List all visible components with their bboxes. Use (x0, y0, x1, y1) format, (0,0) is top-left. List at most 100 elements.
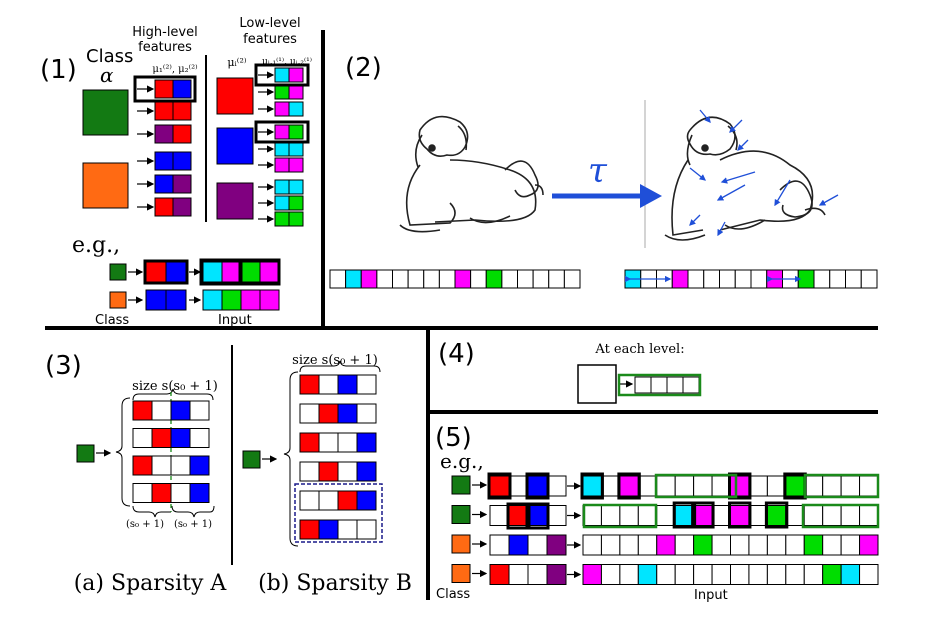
highlight (506, 502, 531, 530)
input-caption: Input (218, 313, 252, 328)
cell (656, 534, 676, 556)
cell (356, 432, 377, 453)
cell (274, 141, 290, 157)
cell (730, 564, 750, 585)
cell (202, 289, 223, 311)
size-label: size s(s₀ + 1) (132, 379, 218, 394)
cell (172, 101, 192, 121)
cell (600, 505, 621, 526)
cell (546, 475, 567, 497)
cell (423, 269, 440, 289)
cell (582, 534, 602, 556)
cell (288, 211, 304, 227)
cell (109, 291, 127, 309)
size-label: size s(s₀ + 1) (292, 353, 378, 368)
cell (600, 534, 621, 556)
cell (216, 77, 254, 115)
cell (376, 269, 393, 289)
highlight (691, 501, 715, 529)
cell (189, 428, 210, 448)
cell (637, 564, 658, 585)
cell (299, 403, 320, 424)
cell (703, 269, 720, 289)
highlight (254, 120, 310, 144)
highlight (525, 472, 550, 500)
cell (299, 461, 320, 482)
cell (337, 519, 358, 540)
cell (619, 505, 639, 526)
cell (189, 483, 210, 503)
cell (274, 157, 290, 173)
low-level-label: Low-level (239, 16, 300, 31)
cell (154, 101, 174, 121)
input-caption: Input (694, 588, 728, 603)
cell (656, 564, 676, 585)
brace-label: (s₀ + 1) (126, 519, 164, 530)
cell (527, 534, 548, 556)
cell (517, 269, 534, 289)
cell (240, 289, 261, 311)
cell (165, 261, 187, 283)
alpha: α (100, 63, 114, 87)
cell (674, 564, 695, 585)
cell (165, 289, 187, 311)
cell (288, 101, 304, 117)
cell (76, 444, 95, 463)
cell (132, 455, 153, 476)
cell (859, 564, 879, 585)
panel-label: (3) (45, 351, 82, 381)
cell (489, 475, 510, 497)
cell (154, 174, 174, 194)
cell (288, 124, 304, 140)
cell (132, 483, 153, 503)
cell (546, 534, 567, 556)
cell (485, 269, 503, 289)
cell (454, 269, 472, 289)
cell (337, 374, 358, 395)
cell (508, 534, 529, 556)
tau: τ (588, 151, 608, 191)
cell (840, 564, 861, 585)
cell (154, 79, 174, 99)
cell (766, 505, 787, 526)
cell (711, 505, 731, 526)
cell (288, 67, 304, 83)
cell (508, 475, 529, 497)
class-caption: Class (95, 313, 129, 328)
highlight (728, 472, 752, 500)
cell (274, 124, 290, 140)
cell (216, 182, 254, 220)
cell (527, 564, 548, 585)
cell (803, 564, 824, 585)
cell (274, 84, 290, 100)
cell (172, 151, 192, 171)
cell (803, 475, 824, 497)
cell (318, 374, 339, 395)
cell (797, 269, 815, 289)
highlight (801, 503, 880, 529)
cell (693, 475, 713, 497)
cell (693, 534, 713, 556)
cell (274, 195, 290, 211)
cell (288, 179, 304, 195)
cell (489, 505, 510, 526)
cell (666, 376, 684, 394)
highlight (672, 501, 697, 529)
cell (687, 269, 705, 289)
cell (711, 564, 731, 585)
class-label: Class (86, 46, 133, 67)
cell (407, 269, 425, 289)
cell (813, 269, 831, 289)
cell (329, 269, 347, 289)
cell (785, 475, 805, 497)
cell (189, 400, 210, 421)
cell (859, 475, 879, 497)
cell (145, 261, 167, 283)
cell (132, 400, 153, 421)
highlight (764, 501, 789, 529)
cell (501, 269, 518, 289)
cell (170, 400, 191, 421)
cell (221, 289, 242, 311)
cell (734, 269, 752, 289)
